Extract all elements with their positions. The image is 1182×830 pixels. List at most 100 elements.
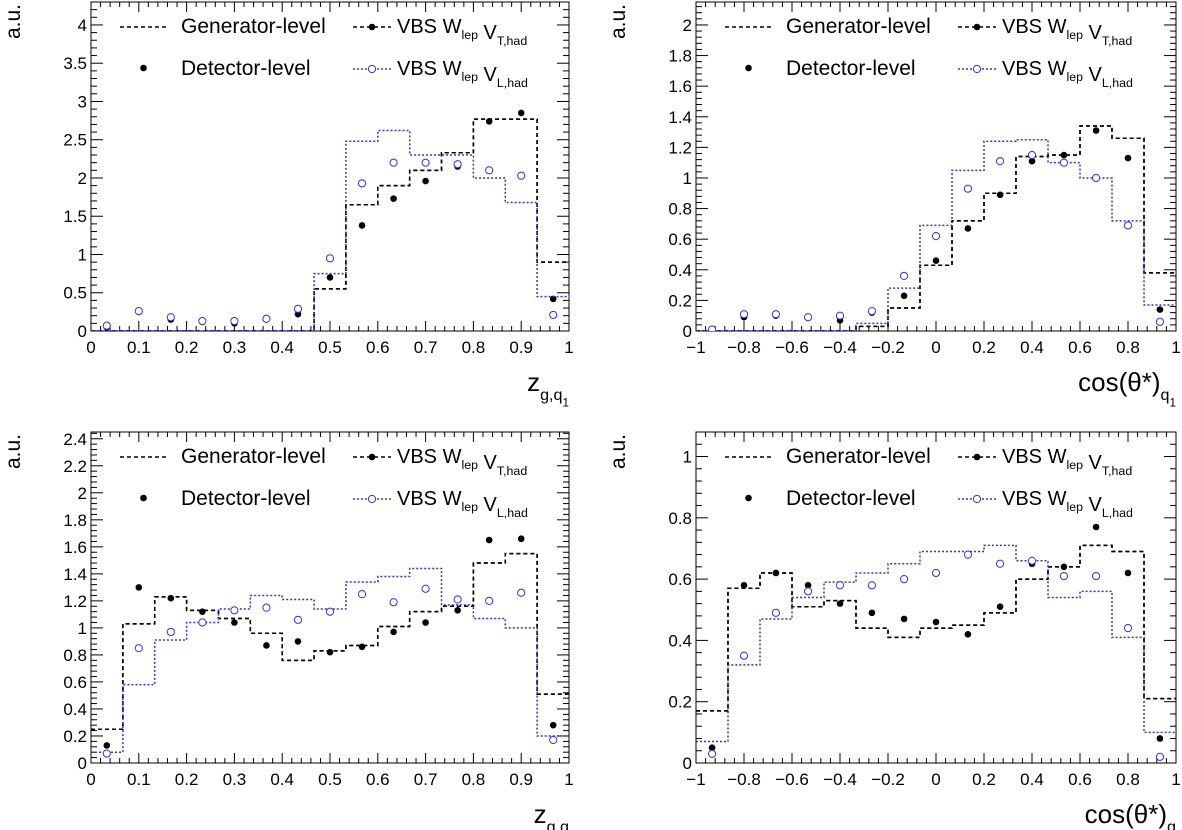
data-point-detector bbox=[326, 274, 334, 281]
x-tick-label: 0.6 bbox=[1068, 338, 1092, 357]
data-point-longitudinal bbox=[230, 606, 239, 615]
y-tick-label: 2 bbox=[683, 16, 692, 35]
data-point-longitudinal bbox=[134, 307, 143, 316]
axis-title-base: cos(θ*) bbox=[1078, 367, 1160, 397]
data-point-longitudinal bbox=[867, 581, 877, 590]
y-tick-label: 1.8 bbox=[668, 47, 692, 66]
legend-transverse-marker bbox=[973, 453, 981, 461]
series-step-2 bbox=[91, 118, 569, 331]
y-tick-label: 2 bbox=[78, 484, 87, 503]
legend-transverse-marker bbox=[368, 23, 376, 31]
x-tick-label: 0.6 bbox=[366, 338, 390, 357]
data-point-longitudinal bbox=[166, 313, 175, 322]
y-axis-title: a.u. bbox=[607, 434, 630, 469]
y-tick-label: 0.8 bbox=[668, 200, 692, 219]
legend-generator-label: Generator-level bbox=[786, 15, 931, 38]
data-point-longitudinal bbox=[517, 588, 526, 597]
data-point-longitudinal bbox=[293, 304, 303, 313]
data-point-longitudinal bbox=[1059, 158, 1069, 167]
x-tick-label: −0.4 bbox=[823, 338, 857, 357]
data-point-longitudinal bbox=[293, 615, 303, 624]
x-tick-label: 0 bbox=[931, 338, 940, 357]
data-point-detector bbox=[231, 619, 238, 626]
data-point-detector bbox=[836, 600, 844, 607]
y-tick-label: 0.2 bbox=[668, 693, 692, 712]
x-tick-label: −0.4 bbox=[823, 770, 857, 789]
legend-detector-label: Detector-level bbox=[786, 487, 916, 510]
chart-panel-bottom-left: 0 0.1 0.2 0.3 0.4 0.5 0.6 0.7 0.8 0.9 1 0 0.2 0.4 0.6 0… bbox=[2, 430, 574, 830]
data-point-detector bbox=[1156, 306, 1164, 313]
legend-transverse-marker bbox=[973, 23, 981, 31]
x-tick-label: 0.5 bbox=[318, 338, 342, 357]
data-point-longitudinal bbox=[453, 595, 462, 604]
y-axis-title: a.u. bbox=[2, 434, 25, 469]
x-axis-title: cos(θ*)q1 bbox=[1078, 367, 1176, 410]
data-point-detector bbox=[1028, 157, 1036, 165]
plot-area bbox=[91, 109, 569, 331]
legend-detector-label: Detector-level bbox=[181, 487, 311, 510]
data-point-longitudinal bbox=[1155, 752, 1165, 761]
series-step-0 bbox=[91, 552, 569, 730]
x-axis-title: cos(θ*)q bbox=[1085, 799, 1176, 830]
x-axis-title: zg,q bbox=[534, 799, 569, 830]
label-text: VBS W bbox=[1002, 446, 1067, 468]
label-text: V bbox=[478, 494, 498, 516]
data-point-detector bbox=[740, 581, 748, 589]
data-point-longitudinal bbox=[707, 749, 717, 758]
data-point-longitudinal bbox=[1027, 150, 1037, 160]
data-point-longitudinal bbox=[198, 316, 207, 326]
legend-detector-label: Detector-level bbox=[786, 57, 916, 80]
y-tick-label: 0 bbox=[683, 754, 692, 773]
data-point-detector bbox=[1124, 154, 1132, 162]
data-point-detector bbox=[390, 195, 397, 202]
label-text: VBS W bbox=[397, 446, 462, 468]
data-point-longitudinal bbox=[739, 651, 749, 660]
data-point-longitudinal bbox=[803, 587, 813, 596]
data-point-detector bbox=[804, 581, 812, 589]
x-tick-label: 0.8 bbox=[462, 338, 486, 357]
legend-generator-label: Generator-level bbox=[181, 15, 326, 38]
x-tick-label: −0.8 bbox=[727, 770, 761, 789]
x-tick-label: 0.7 bbox=[414, 770, 438, 789]
series-step-2 bbox=[696, 125, 1176, 331]
data-point-detector bbox=[964, 630, 972, 638]
label-subscript: T,had bbox=[497, 34, 527, 48]
x-tick-label: −0.6 bbox=[775, 338, 809, 357]
data-point-longitudinal bbox=[102, 749, 111, 758]
x-tick-label: 0 bbox=[86, 770, 95, 789]
y-tick-label: 1.4 bbox=[63, 565, 87, 584]
y-tick-label: 2.2 bbox=[63, 457, 87, 476]
y-tick-label: 2.4 bbox=[63, 430, 87, 449]
axis-title-subscript: g,q bbox=[547, 818, 569, 830]
y-tick-label: 3.5 bbox=[63, 54, 87, 73]
y-tick-label: 1.6 bbox=[63, 538, 87, 557]
data-point-longitudinal bbox=[771, 310, 781, 319]
x-tick-label: −0.2 bbox=[871, 770, 905, 789]
data-point-longitudinal bbox=[771, 608, 781, 617]
data-point-longitudinal bbox=[549, 310, 558, 320]
legend-longitudinal-marker bbox=[367, 64, 377, 74]
label-subscript: L,had bbox=[497, 76, 528, 90]
y-tick-label: 1.6 bbox=[668, 77, 692, 96]
label-subscript: lep bbox=[1066, 458, 1083, 472]
legend-generator-label: Generator-level bbox=[786, 445, 931, 468]
y-tick-label: 2 bbox=[78, 169, 87, 188]
data-point-detector bbox=[422, 619, 429, 626]
data-point-detector bbox=[549, 721, 557, 729]
legend-transverse-label: VBS Wlep VT,had bbox=[1002, 16, 1132, 48]
data-point-detector bbox=[1092, 523, 1100, 531]
x-tick-label: 0.4 bbox=[1020, 770, 1044, 789]
data-point-longitudinal bbox=[899, 271, 909, 281]
label-text: VBS W bbox=[397, 58, 462, 80]
x-tick-label: 1 bbox=[1171, 770, 1180, 789]
legend: Generator-level Detector-level VBS Wlep VT… bbox=[725, 15, 1133, 90]
y-tick-label: 0 bbox=[683, 322, 692, 341]
y-tick-label: 0.6 bbox=[668, 230, 692, 249]
chart-panel-top-right: −1 −0.8 −0.6 −0.4 −0.2 0 0.2 0.4 0.6 0.8 1 0 0.2 0.4 0… bbox=[607, 1, 1181, 410]
data-point-longitudinal bbox=[1155, 317, 1165, 326]
legend-detector-marker bbox=[745, 64, 752, 72]
data-point-detector bbox=[517, 109, 525, 117]
data-point-longitudinal bbox=[835, 311, 845, 320]
data-point-longitudinal bbox=[1123, 624, 1133, 633]
